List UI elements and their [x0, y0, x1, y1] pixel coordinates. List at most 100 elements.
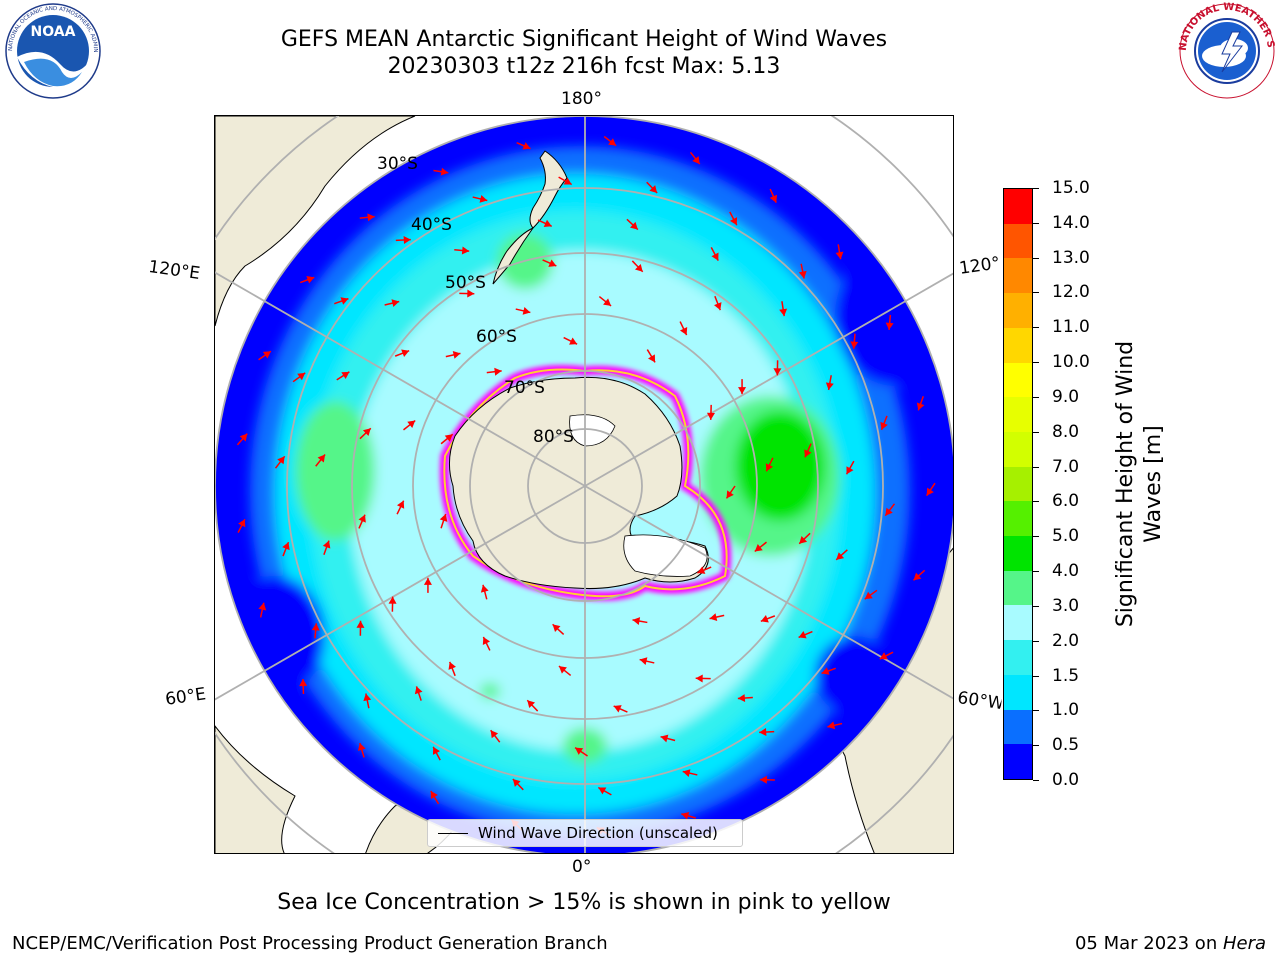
- wind-wave-arrow: [827, 721, 843, 730]
- wind-wave-arrow: [825, 375, 834, 391]
- wind-wave-arrow: [660, 734, 676, 743]
- colorbar: [1003, 188, 1033, 780]
- colorbar-tick: [1033, 536, 1039, 538]
- wind-wave-arrow: [315, 454, 326, 467]
- wind-wave-arrow: [574, 747, 588, 757]
- colorbar-tick: [1033, 396, 1039, 398]
- wind-wave-arrow: [759, 728, 775, 737]
- wind-wave-arrow: [759, 775, 775, 784]
- wind-wave-arrow: [646, 349, 656, 363]
- wind-wave-arrow: [679, 321, 688, 336]
- wind-wave-arrow: [480, 584, 489, 600]
- wind-wave-arrow: [236, 433, 248, 446]
- wind-wave-arrow: [821, 667, 836, 675]
- lon-label-120w: 120°: [958, 253, 1002, 279]
- wind-wave-arrow: [394, 349, 410, 357]
- wind-wave-arrow: [388, 596, 397, 612]
- lat-label-70s: 70°S: [504, 378, 545, 398]
- wind-wave-arrow: [430, 790, 440, 805]
- wind-wave-arrow: [440, 433, 454, 445]
- wind-wave-arrow: [292, 372, 306, 383]
- footer-on-text: on: [1189, 933, 1223, 954]
- wind-wave-arrow: [558, 665, 572, 677]
- wind-wave-arrow: [482, 636, 491, 651]
- colorbar-tick: [1033, 640, 1039, 642]
- colorbar-tick-label: 9.0: [1052, 386, 1080, 407]
- colorbar-tick: [1033, 431, 1039, 433]
- wind-wave-arrow: [597, 786, 612, 796]
- nws-logo-icon: NATIONAL WEATHER SERVICE: [1176, 2, 1276, 99]
- wind-wave-arrow: [760, 615, 776, 623]
- colorbar-tick-label: 8.0: [1052, 421, 1080, 442]
- wind-wave-arrow: [526, 699, 539, 712]
- wind-wave-arrow: [639, 657, 655, 666]
- lon-label-180: 180°: [561, 89, 602, 109]
- lon-label-60w: 60°W: [956, 688, 1003, 714]
- polar-map: 30°S 40°S 50°S 60°S 70°S 80°S: [215, 116, 953, 853]
- colorbar-segment: [1004, 397, 1032, 432]
- wind-wave-arrow: [884, 503, 896, 517]
- wind-wave-arrow: [395, 235, 411, 244]
- wind-wave-arrow: [646, 181, 658, 194]
- colorbar-tick: [1033, 501, 1039, 503]
- wind-wave-arrow: [925, 482, 936, 497]
- wind-wave-arrow: [804, 443, 812, 458]
- colorbar-tick: [1033, 466, 1039, 468]
- wind-wave-arrow: [334, 297, 349, 305]
- lon-label-0: 0°: [572, 857, 592, 877]
- lat-labels: 30°S 40°S 50°S 60°S 70°S 80°S: [377, 154, 574, 447]
- footer-date: 05 Mar 2023 on Hera: [1075, 933, 1266, 954]
- wind-wave-arrow: [695, 674, 711, 683]
- wind-wave-arrow: [598, 295, 612, 307]
- wind-wave-arrow: [709, 613, 725, 622]
- wind-wave-arrow: [433, 167, 449, 176]
- wind-wave-arrow: [472, 194, 488, 203]
- lat-label-40s: 40°S: [411, 215, 452, 235]
- wind-wave-arrow: [414, 686, 423, 701]
- colorbar-segment: [1004, 223, 1032, 259]
- wind-wave-arrow: [697, 566, 712, 574]
- colorbar-tick: [1033, 327, 1039, 329]
- wind-wave-arrow: [769, 188, 778, 204]
- colorbar-tick: [1033, 780, 1039, 781]
- wind-wave-arrow: [282, 541, 290, 557]
- wind-wave-arrow: [512, 778, 524, 791]
- wind-wave-arrow: [445, 350, 461, 359]
- wind-wave-arrow: [459, 289, 475, 298]
- colorbar-tick: [1033, 222, 1039, 224]
- wind-wave-arrow: [632, 617, 648, 626]
- colorbar-tick-label: 13.0: [1052, 247, 1090, 268]
- colorbar-tick: [1033, 710, 1039, 712]
- wind-wave-arrow: [754, 541, 767, 553]
- wind-wave-arrow: [626, 218, 639, 231]
- wind-wave-arrow: [706, 404, 715, 420]
- wind-wave-arrow: [835, 244, 844, 260]
- colorbar-tick-label: 5.0: [1052, 526, 1080, 547]
- colorbar-segment: [1004, 709, 1032, 745]
- wind-wave-arrow: [237, 518, 246, 533]
- colorbar-tick-label: 14.0: [1052, 212, 1090, 233]
- colorbar-tick: [1033, 257, 1039, 259]
- ross-ice-shelf: [569, 414, 616, 447]
- map-title: GEFS MEAN Antarctic Significant Height o…: [280, 27, 888, 52]
- wind-wave-arrow: [563, 336, 578, 345]
- wind-wave-arrow: [299, 678, 308, 695]
- wind-wave-arrow: [542, 259, 557, 267]
- wind-wave-arrow: [384, 299, 400, 308]
- wind-wave-arrow: [880, 415, 888, 431]
- colorbar-segment: [1004, 570, 1032, 606]
- svg-text:NOAA: NOAA: [31, 24, 76, 40]
- wind-wave-arrow: [765, 457, 774, 472]
- legend-line-swatch: [438, 833, 468, 834]
- graticule: [215, 116, 953, 853]
- wind-wave-arrow: [537, 219, 553, 228]
- wind-wave-arrow: [773, 360, 782, 376]
- legend-label: Wind Wave Direction (unscaled): [478, 824, 718, 842]
- wind-wave-arrow: [363, 693, 372, 709]
- colorbar-tick-label: 15.0: [1052, 178, 1090, 198]
- map-subtitle: 20230303 t12z 216h fcst Max: 5.13: [387, 54, 781, 79]
- noaa-logo-icon: NOAA NATIONAL OCEANIC AND ATMOSPHERIC AD…: [2, 2, 101, 99]
- colorbar-tick: [1033, 571, 1039, 573]
- wind-wave-arrow: [448, 661, 456, 677]
- wind-wave-arrow: [798, 630, 813, 639]
